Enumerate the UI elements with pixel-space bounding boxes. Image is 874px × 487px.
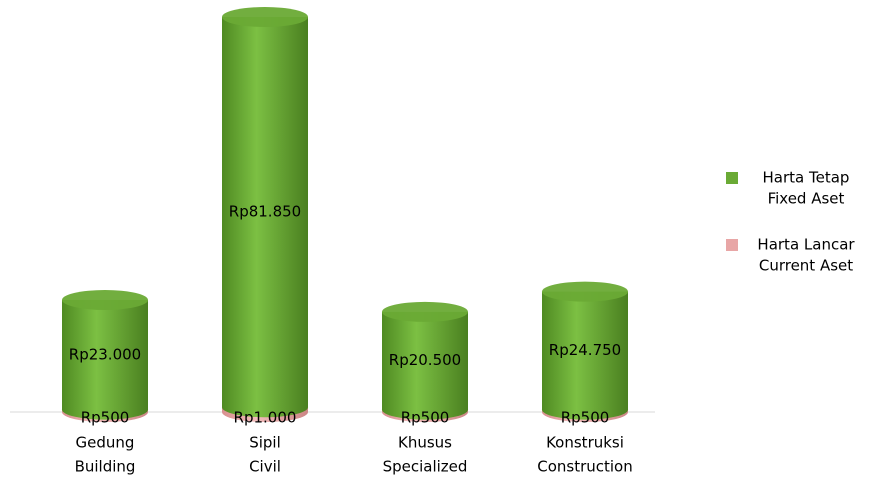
legend-swatch [726,172,738,184]
x-tick-label: Construction [537,458,633,476]
legend-label: Fixed Aset [768,190,845,208]
cylinder-bottom [542,399,628,420]
data-label: Rp1.000 [234,409,297,427]
data-label: Rp24.750 [549,341,621,359]
cylinder-segment [222,17,308,408]
x-tick-label: Sipil [249,434,281,452]
legend-label: Harta Tetap [763,169,850,187]
x-tick-label: Gedung [76,434,135,452]
x-tick-label: Khusus [398,434,452,452]
cylinder-segment [542,291,628,410]
x-tick-label: Building [75,458,136,476]
cylinder-bottom [222,397,308,418]
legend-label: Harta Lancar [757,236,855,254]
x-tick-label: Konstruksi [546,434,624,452]
data-label: Rp20.500 [389,351,461,369]
cylinder-segment [62,299,148,410]
cylinder-top [382,301,468,322]
legend-label: Current Aset [759,257,853,275]
x-tick-label: Specialized [383,458,468,476]
cylinder-bottom [382,399,468,420]
cylinder-bottom [62,399,148,420]
cylinder-segment [382,311,468,410]
cylinder-top [542,281,628,302]
data-label: Rp23.000 [69,345,141,363]
x-tick-label: Civil [249,458,281,476]
data-label: Rp500 [81,409,130,427]
cylinder-top [62,289,148,310]
legend-swatch [726,239,738,251]
cylinder-top [222,7,308,27]
data-label: Rp81.850 [229,203,301,221]
data-label: Rp500 [561,409,610,427]
data-label: Rp500 [401,409,450,427]
